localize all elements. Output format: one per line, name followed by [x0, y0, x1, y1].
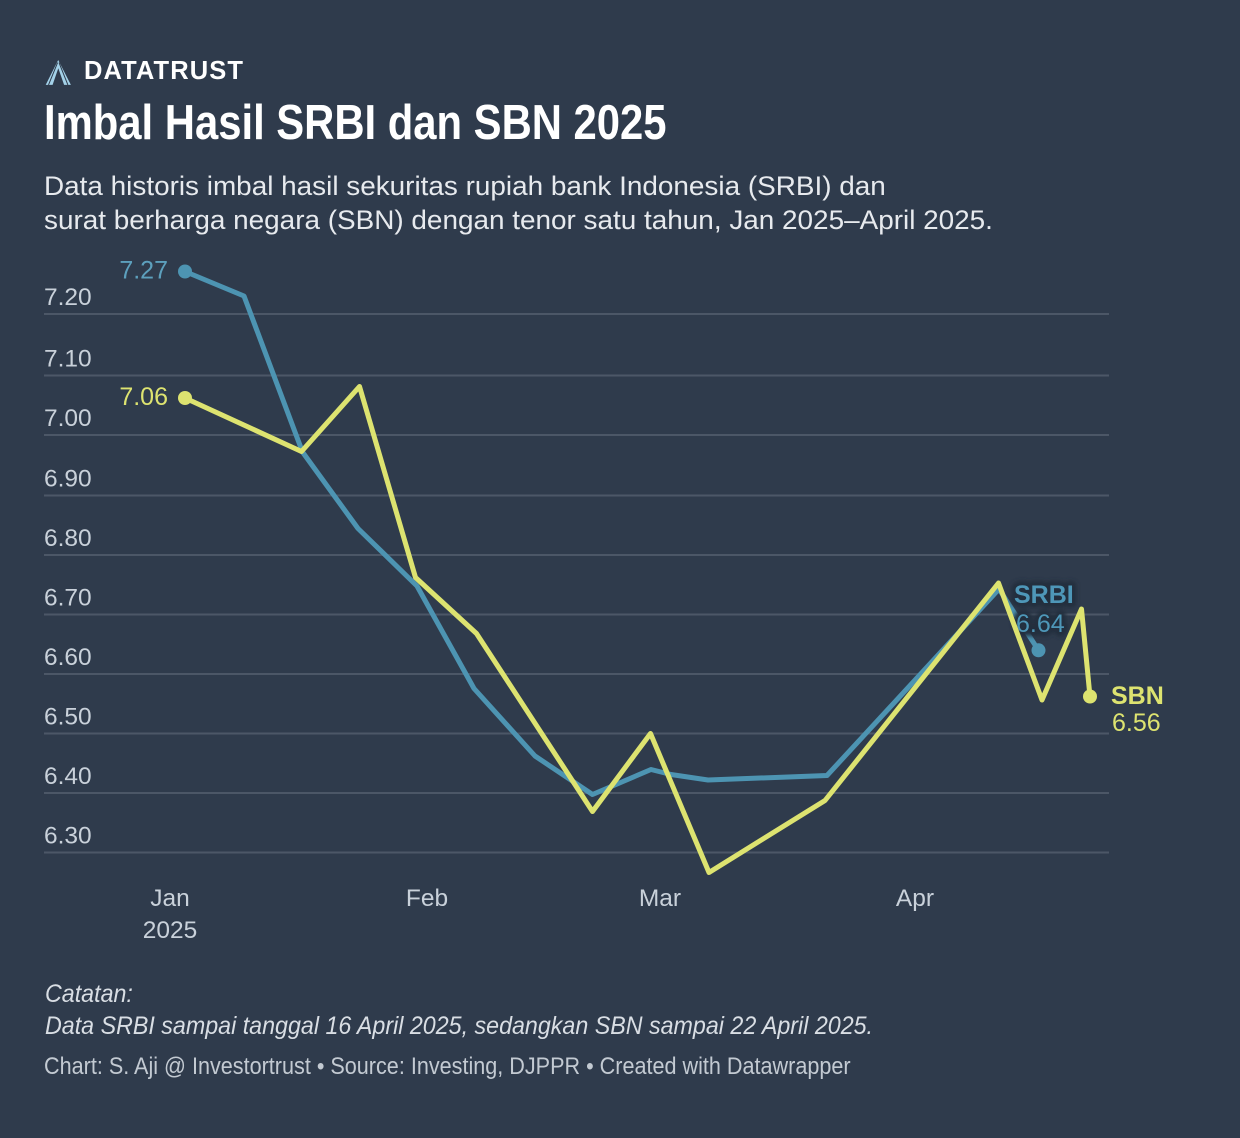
svg-text:6.60: 6.60 — [44, 644, 92, 671]
svg-text:SBN: SBN — [1111, 682, 1164, 710]
svg-text:6.56: 6.56 — [1112, 709, 1161, 737]
svg-text:6.30: 6.30 — [44, 823, 92, 850]
svg-text:Mar: Mar — [639, 885, 681, 912]
svg-text:SRBI: SRBI — [1014, 581, 1074, 609]
svg-text:7.27: 7.27 — [119, 257, 168, 285]
svg-text:SRBI: SRBI — [1014, 581, 1074, 609]
svg-text:6.80: 6.80 — [44, 525, 92, 552]
svg-text:7.00: 7.00 — [44, 405, 92, 432]
svg-text:6.64: 6.64 — [1016, 610, 1065, 638]
svg-text:7.10: 7.10 — [44, 346, 92, 373]
svg-text:6.70: 6.70 — [44, 585, 92, 612]
svg-text:7.20: 7.20 — [44, 284, 92, 311]
svg-text:6.50: 6.50 — [44, 704, 92, 731]
svg-text:6.40: 6.40 — [44, 763, 92, 790]
svg-text:2025: 2025 — [143, 917, 198, 944]
svg-text:Jan: Jan — [150, 885, 190, 912]
svg-text:Feb: Feb — [406, 885, 448, 912]
svg-text:6.64: 6.64 — [1016, 610, 1065, 638]
svg-text:6.90: 6.90 — [44, 466, 92, 493]
svg-text:7.06: 7.06 — [119, 383, 168, 411]
svg-text:Apr: Apr — [896, 885, 934, 912]
